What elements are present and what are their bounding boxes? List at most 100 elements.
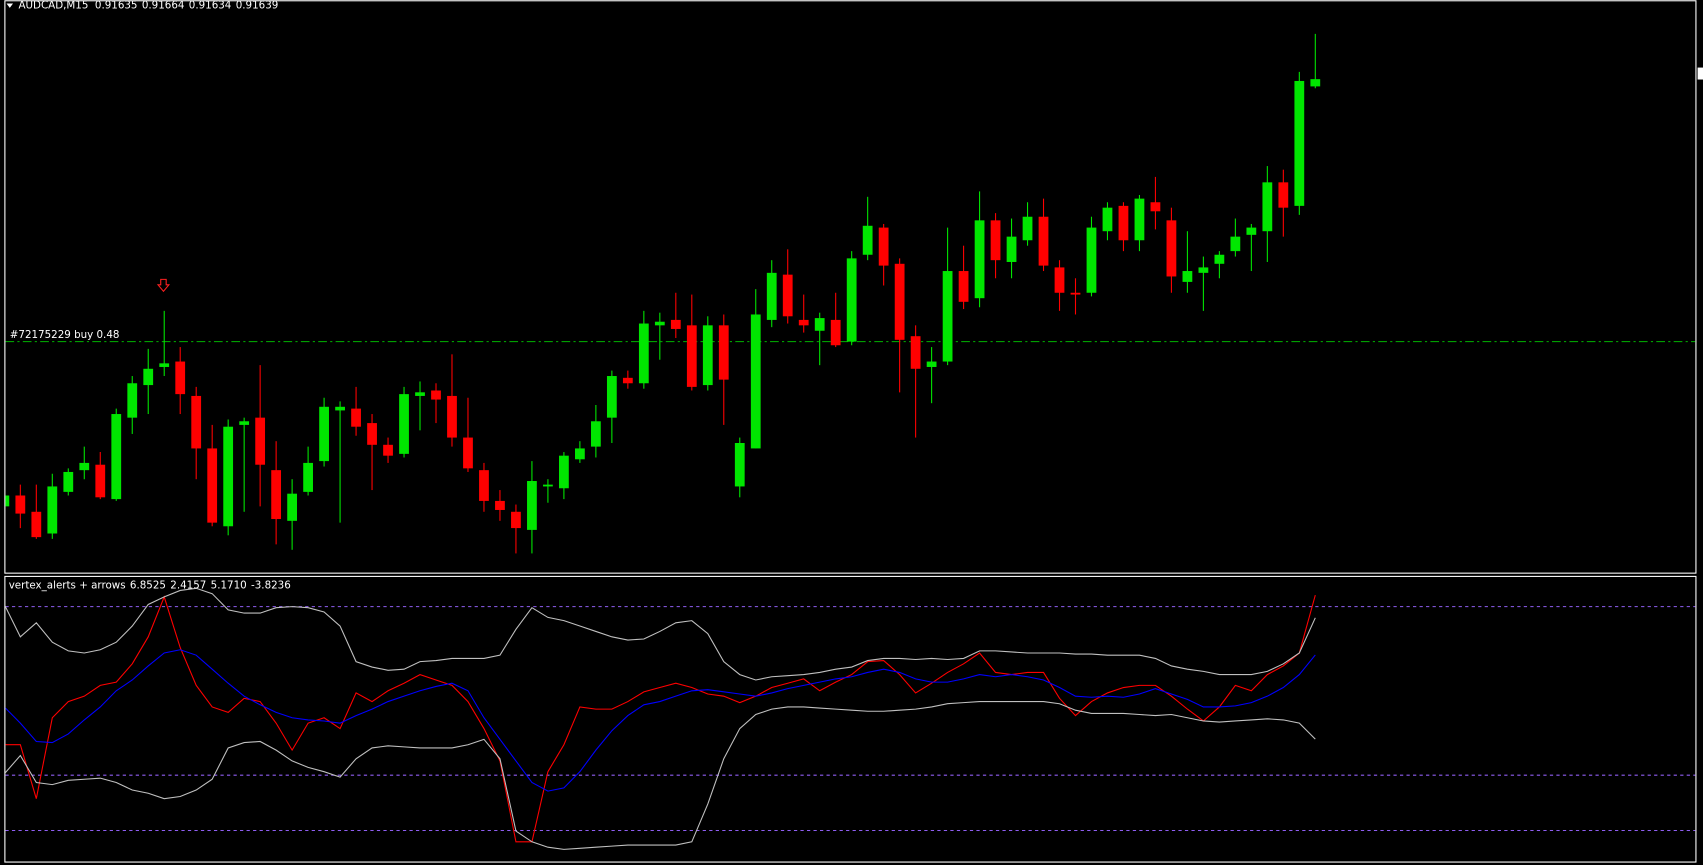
candle-body xyxy=(479,470,489,501)
candle-body xyxy=(974,220,985,299)
indicator-readout: -3.8236 xyxy=(251,580,291,592)
candle-body xyxy=(319,406,329,462)
indicator-line xyxy=(5,649,1316,792)
candle-body xyxy=(95,464,106,498)
candle-body xyxy=(1022,216,1033,241)
candle-body xyxy=(958,271,969,302)
candle-body xyxy=(1310,79,1321,87)
candle-body xyxy=(990,220,1001,261)
candle-body xyxy=(223,426,234,527)
indicator-panel-frame xyxy=(4,575,1697,863)
candle-body xyxy=(511,511,521,529)
candle-body xyxy=(127,383,138,418)
candle-body xyxy=(5,495,10,507)
candle-body xyxy=(622,377,633,384)
indicator-line xyxy=(5,701,1316,850)
order-label: #72175229 buy 0.48 xyxy=(10,329,120,341)
main-panel-frame xyxy=(4,0,1697,574)
candle-body xyxy=(1038,216,1049,266)
candle-body xyxy=(1070,292,1081,295)
candle-body xyxy=(1118,205,1129,241)
candle-body xyxy=(942,271,953,362)
candle-body xyxy=(670,319,681,329)
candle-body xyxy=(718,325,729,380)
candle-body xyxy=(862,225,873,255)
candle-body xyxy=(527,481,537,530)
candle-body xyxy=(175,361,186,395)
candle-body xyxy=(111,414,122,500)
candle-body xyxy=(1198,267,1209,273)
candle-body xyxy=(159,363,170,367)
candle-body xyxy=(1086,227,1097,293)
candle-body xyxy=(894,263,905,340)
candle-body xyxy=(846,258,857,342)
candle-body xyxy=(1182,271,1193,282)
candle-body xyxy=(559,455,569,489)
candle-body xyxy=(1262,182,1273,232)
signal-arrow xyxy=(156,278,171,293)
candle-body xyxy=(431,390,441,400)
symbol: AUDCAD,M15 xyxy=(18,0,88,12)
candle-body xyxy=(143,368,154,386)
candle-body xyxy=(303,462,313,492)
candle-body xyxy=(926,361,937,367)
ohlc-readout: 0.91635 xyxy=(95,0,138,12)
ohlc-readout: 0.91639 xyxy=(236,0,279,12)
candle-body xyxy=(79,462,90,471)
candle-body xyxy=(1102,207,1113,232)
candle-body xyxy=(1134,198,1145,241)
indicator-readout: 6.8525 xyxy=(130,580,166,592)
candle-body xyxy=(1246,227,1257,235)
candle-body xyxy=(766,272,777,320)
ohlc-readout: 0.91634 xyxy=(189,0,232,12)
indicator-header: vertex_alerts + arrows 6.8525 2.4157 5.1710… xyxy=(9,580,291,592)
candle-body xyxy=(287,493,298,521)
candle-body xyxy=(495,500,505,510)
candle-body xyxy=(1278,182,1289,208)
candle-body xyxy=(878,227,889,266)
candle-body xyxy=(367,423,377,445)
price-marker xyxy=(1697,67,1703,80)
indicator-line xyxy=(5,587,1316,681)
candle-body xyxy=(750,314,761,449)
candle-body xyxy=(47,486,58,534)
candle-body xyxy=(1006,236,1017,262)
candle-body xyxy=(575,448,585,460)
candle-body xyxy=(207,448,218,523)
candle-body xyxy=(191,395,202,449)
candle-body xyxy=(798,319,809,326)
candle-body xyxy=(638,323,649,384)
indicator-readout: 2.4157 xyxy=(170,580,206,592)
indicator-name: vertex_alerts + arrows xyxy=(9,580,126,592)
candle-body xyxy=(31,511,42,538)
candle-body xyxy=(702,325,713,386)
indicator-readout: 5.1710 xyxy=(211,580,247,592)
symbol-header: AUDCAD,M15 0.91635 0.91664 0.91634 0.91639 xyxy=(18,0,278,12)
candle-body xyxy=(463,437,473,469)
candle-body xyxy=(447,395,457,438)
candle-body xyxy=(271,470,282,520)
candle-body xyxy=(1166,220,1177,277)
candle-body xyxy=(686,325,697,387)
candle-body xyxy=(734,442,745,487)
candle-body xyxy=(654,321,665,326)
price-panel xyxy=(5,33,1696,554)
candle-body xyxy=(814,318,825,331)
candle-body xyxy=(351,408,361,427)
ohlc-readout: 0.91664 xyxy=(142,0,185,12)
candle-body xyxy=(1230,236,1241,252)
candle-body xyxy=(606,376,617,418)
candle-body xyxy=(1150,202,1161,212)
candle-body xyxy=(830,319,841,346)
indicator-line xyxy=(5,594,1316,843)
candle-body xyxy=(590,421,601,447)
indicator-panel xyxy=(5,587,1696,850)
candle-body xyxy=(910,336,921,369)
candle-body xyxy=(543,484,553,487)
candle-body xyxy=(1294,80,1305,206)
candle-body xyxy=(335,406,345,411)
candle-body xyxy=(1214,254,1225,264)
